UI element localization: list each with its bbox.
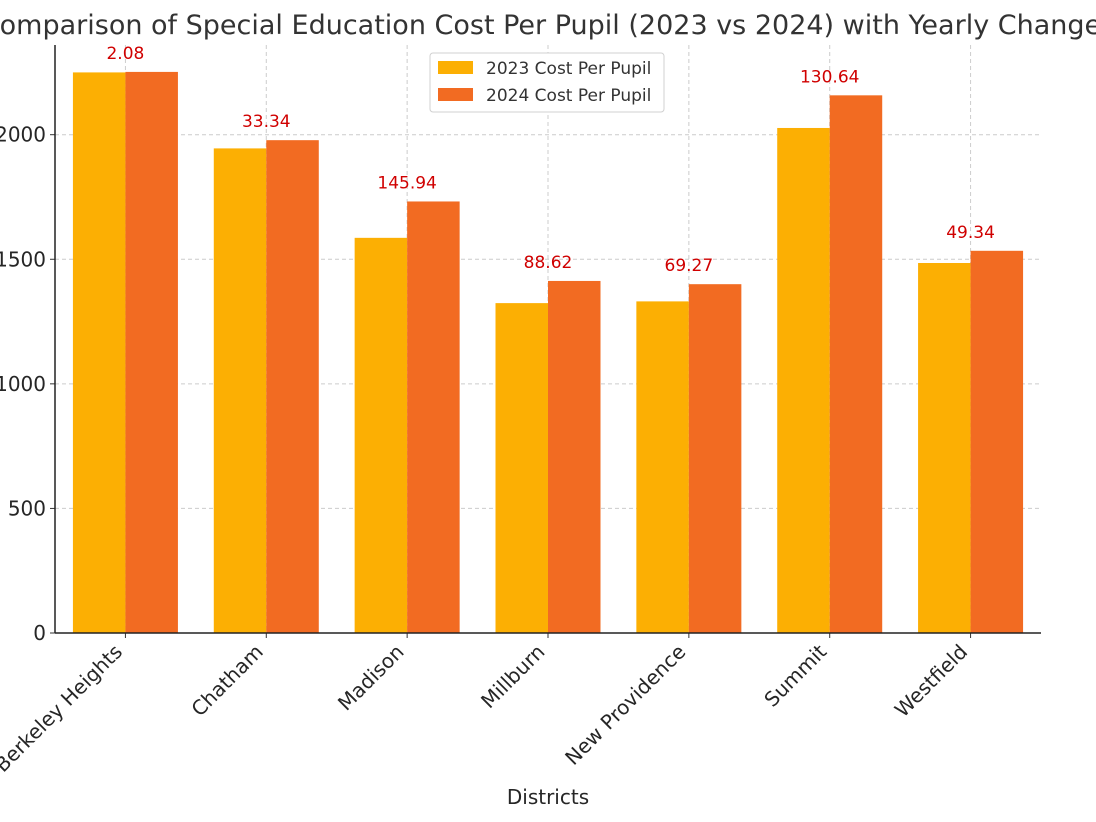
chart-title: Comparison of Special Education Cost Per… xyxy=(0,10,1096,41)
bar-2023 xyxy=(495,303,548,633)
change-label: 49.34 xyxy=(946,223,995,243)
bars xyxy=(72,71,1024,634)
bar-2023 xyxy=(213,148,267,633)
bar-2024 xyxy=(829,95,883,634)
legend-box xyxy=(429,52,665,113)
x-tick-label: New Providence xyxy=(560,640,690,770)
bar-2023 xyxy=(72,72,126,633)
change-label: 69.27 xyxy=(665,256,714,276)
legend-label: 2024 Cost Per Pupil xyxy=(486,86,651,106)
axes xyxy=(50,45,1041,638)
bar-2024 xyxy=(688,284,742,633)
bar-2023 xyxy=(354,237,408,634)
x-tick-label: Chatham xyxy=(186,640,267,721)
change-label: 33.34 xyxy=(242,112,291,132)
bar-2023 xyxy=(777,127,830,633)
bar-2024 xyxy=(125,71,178,634)
x-tick-label: Summit xyxy=(759,639,831,711)
change-label: 130.64 xyxy=(800,67,859,87)
bar-2023 xyxy=(636,301,689,633)
bar-2024 xyxy=(548,280,601,633)
change-label: 88.62 xyxy=(524,253,573,273)
y-tick-label: 1000 xyxy=(0,372,46,396)
legend-swatch-2024 xyxy=(438,88,473,101)
bar-2023 xyxy=(918,263,971,633)
bar-2024 xyxy=(407,201,460,633)
bar-2024 xyxy=(266,140,319,633)
legend-swatch-2023 xyxy=(438,61,473,74)
bar-2024 xyxy=(970,250,1024,634)
x-axis-label: Districts xyxy=(507,785,589,809)
x-tick-label: Madison xyxy=(333,640,409,716)
legend: 2023 Cost Per Pupil 2024 Cost Per Pupil xyxy=(429,52,665,113)
x-tick-label: Millburn xyxy=(476,640,549,713)
legend-label: 2023 Cost Per Pupil xyxy=(486,59,651,79)
change-label: 2.08 xyxy=(106,44,144,64)
y-tick-label: 2000 xyxy=(0,123,46,147)
change-label: 145.94 xyxy=(377,173,436,193)
y-tick-label: 0 xyxy=(33,621,46,645)
y-tick-label: 500 xyxy=(8,496,46,520)
x-tick-label: Berkeley Heights xyxy=(0,640,127,777)
y-tick-label: 1500 xyxy=(0,247,46,271)
x-tick-label: Westfield xyxy=(890,640,972,722)
